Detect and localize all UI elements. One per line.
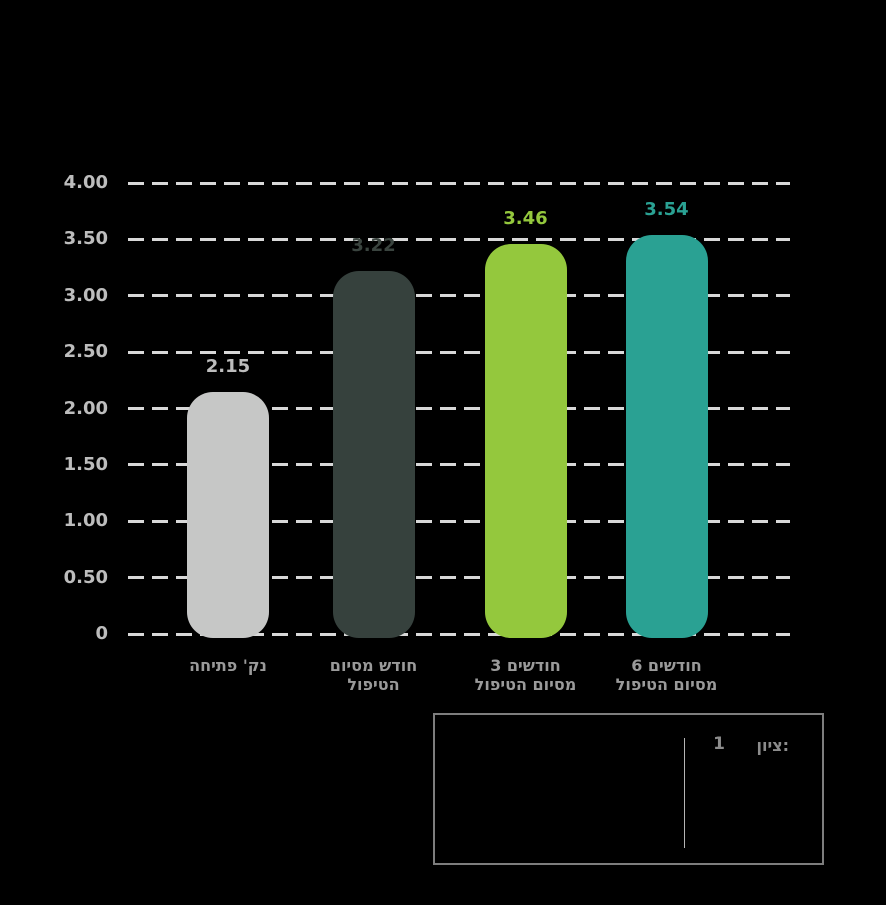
score-label: ציון:: [756, 736, 789, 755]
category-label-line: נק' פתיחה: [189, 656, 267, 675]
legend-box: 1 ציון:: [433, 713, 824, 865]
bar-2: [332, 270, 415, 638]
gridline: [128, 407, 790, 410]
category-label-line: 3 חודשים: [490, 656, 561, 675]
gridline: [128, 632, 790, 636]
gridline: [128, 519, 790, 523]
category-label: 6 חודשים מסיום הטיפול: [587, 656, 747, 694]
gridline: [128, 576, 790, 580]
category-label: 3 חודשים מסיום הטיפול: [446, 656, 606, 694]
gridline: [128, 181, 790, 185]
category-label-line: מסיום הטיפול: [615, 675, 718, 694]
category-label-line: מסיום הטיפול: [474, 675, 577, 694]
bar-value-label: 3.46: [503, 207, 548, 229]
category-label: נק' פתיחה: [148, 656, 308, 675]
gridline: [128, 294, 790, 298]
gridline: [128, 237, 790, 241]
bar-4: [625, 234, 708, 638]
y-axis-tick-label: 1.50: [63, 453, 108, 475]
y-axis-tick-label: 3.50: [63, 228, 108, 250]
gridline: [128, 350, 790, 354]
category-label: חודש מסיום הטיפול: [294, 656, 454, 694]
score-value: 1: [713, 734, 725, 754]
bar-1: [187, 391, 269, 638]
y-axis-tick-label: 4.00: [63, 172, 108, 193]
legend-divider-line: [684, 738, 685, 848]
gridline: [128, 463, 790, 467]
y-axis-tick-label: 1.00: [63, 510, 108, 532]
bar-3: [484, 243, 567, 638]
y-axis-tick-label: 0: [95, 623, 108, 644]
category-label-line: הטיפול: [347, 675, 400, 694]
bar-value-label: 3.22: [351, 234, 396, 256]
y-axis-tick-label: 3.00: [63, 284, 108, 306]
category-label-line: חודש מסיום: [329, 656, 418, 675]
y-axis-tick-label: 2.00: [63, 397, 108, 419]
bar-value-label: 2.15: [205, 355, 251, 377]
y-axis-tick-label: 0.50: [63, 566, 108, 588]
bar-value-label: 3.54: [644, 198, 689, 220]
y-axis-tick-label: 2.50: [63, 341, 108, 363]
category-label-line: 6 חודשים: [631, 656, 702, 675]
